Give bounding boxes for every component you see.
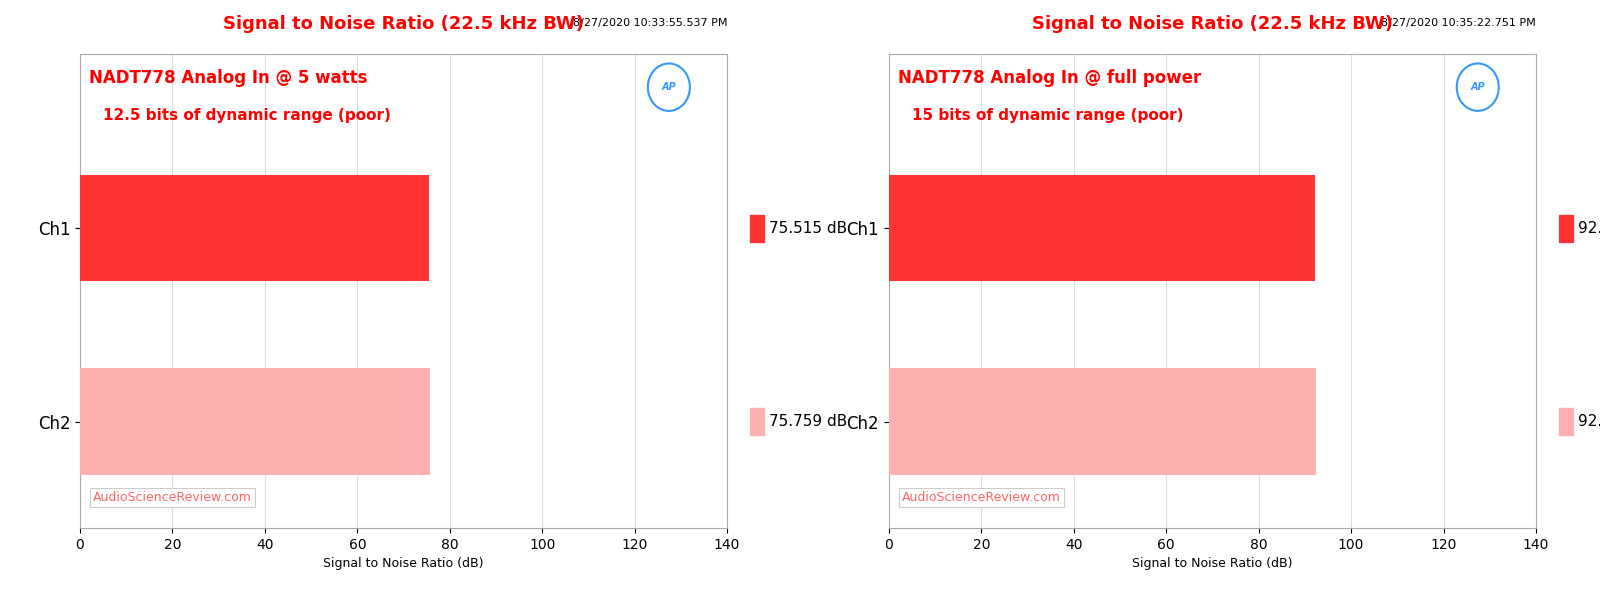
Text: 12.5 bits of dynamic range (poor): 12.5 bits of dynamic range (poor)	[102, 108, 390, 123]
Bar	[750, 408, 763, 435]
Title: Signal to Noise Ratio (22.5 kHz BW): Signal to Noise Ratio (22.5 kHz BW)	[1032, 15, 1394, 33]
Text: 8/27/2020 10:35:22.751 PM: 8/27/2020 10:35:22.751 PM	[1381, 18, 1536, 28]
Ellipse shape	[1456, 64, 1499, 111]
Ellipse shape	[648, 64, 690, 111]
Text: 92.438 dB: 92.438 dB	[1578, 414, 1600, 429]
Bar	[890, 368, 1317, 475]
Text: AudioScienceReview.com: AudioScienceReview.com	[902, 491, 1061, 504]
X-axis label: Signal to Noise Ratio (dB): Signal to Noise Ratio (dB)	[323, 557, 483, 570]
Text: AudioScienceReview.com: AudioScienceReview.com	[93, 491, 251, 504]
Bar	[1558, 215, 1573, 242]
Text: AP: AP	[661, 82, 677, 92]
Text: 8/27/2020 10:33:55.537 PM: 8/27/2020 10:33:55.537 PM	[573, 18, 726, 28]
Text: NADT778 Analog In @ full power: NADT778 Analog In @ full power	[898, 70, 1202, 88]
Bar	[750, 215, 763, 242]
Bar	[80, 368, 430, 475]
Bar	[80, 175, 429, 281]
Text: 92.224 dB: 92.224 dB	[1578, 221, 1600, 236]
X-axis label: Signal to Noise Ratio (dB): Signal to Noise Ratio (dB)	[1133, 557, 1293, 570]
Text: 15 bits of dynamic range (poor): 15 bits of dynamic range (poor)	[912, 108, 1184, 123]
Text: 75.515 dB: 75.515 dB	[770, 221, 848, 236]
Title: Signal to Noise Ratio (22.5 kHz BW): Signal to Noise Ratio (22.5 kHz BW)	[222, 15, 584, 33]
Bar	[1558, 408, 1573, 435]
Text: AP: AP	[1470, 82, 1485, 92]
Text: 75.759 dB: 75.759 dB	[770, 414, 848, 429]
Text: NADT778 Analog In @ 5 watts: NADT778 Analog In @ 5 watts	[90, 70, 368, 88]
Bar	[890, 175, 1315, 281]
